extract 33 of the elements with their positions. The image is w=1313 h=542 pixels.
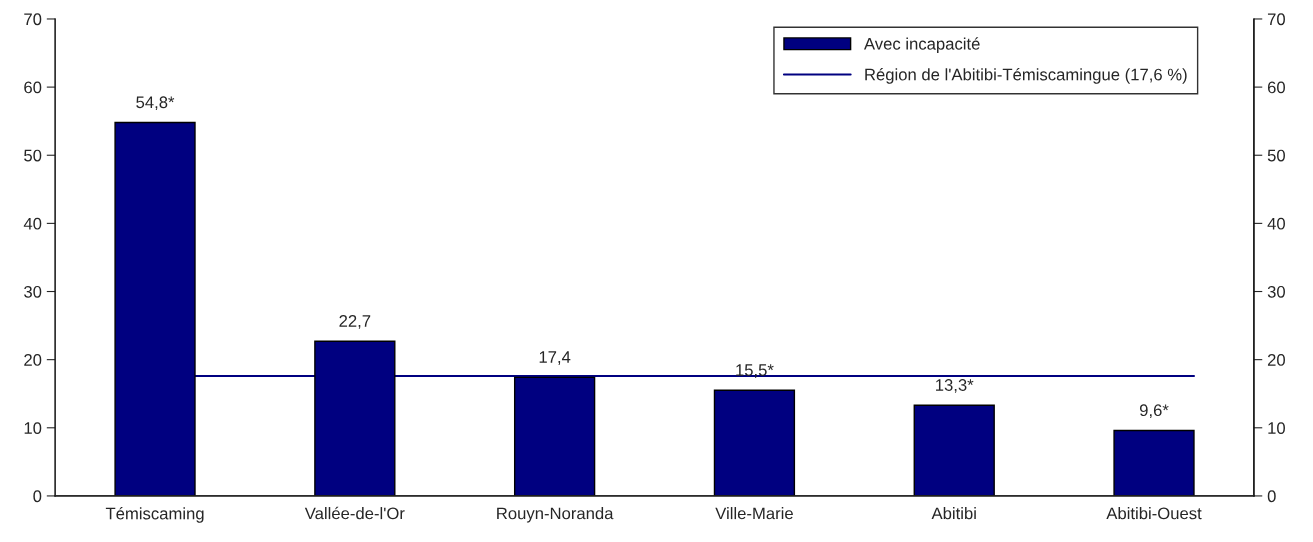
y2-tick-label: 0 <box>1267 490 1276 503</box>
x-tick-label: Témiscaming <box>105 507 204 523</box>
y-tick-label: 10 <box>24 422 42 434</box>
bar <box>1113 429 1195 496</box>
y2-tick-label: 20 <box>1267 354 1285 366</box>
bar <box>913 404 995 496</box>
data-label: 15,5* <box>736 364 774 378</box>
x-tick-label: Abitibi-Ouest <box>1106 507 1202 520</box>
y-tick-label: 60 <box>24 81 42 94</box>
data-label: 17,4 <box>539 351 571 365</box>
y-tick-label: 40 <box>23 217 42 230</box>
y-tick-label: 30 <box>24 285 42 298</box>
x-tick-label: Ville-Marie <box>715 507 793 520</box>
y2-tick-label: 60 <box>1267 81 1285 94</box>
y2-tick-label: 70 <box>1267 13 1285 26</box>
y2-tick-label: 50 <box>1267 149 1285 162</box>
x-tick-label: Vallée-de-l'Or <box>304 506 405 520</box>
y-tick-label: 70 <box>24 13 42 26</box>
y2-tick-label: 10 <box>1268 422 1285 434</box>
data-label: 13,3* <box>936 379 974 393</box>
legend-label: Avec incapacité <box>863 37 980 54</box>
y2-tick-label: 40 <box>1267 217 1285 230</box>
data-label: 9,6* <box>1139 404 1169 419</box>
y-tick-label: 20 <box>24 354 42 366</box>
data-label: 54,8* <box>136 96 175 111</box>
data-label: 22,7 <box>339 315 371 329</box>
y-tick-label: 0 <box>33 490 42 503</box>
x-tick-label: Rouyn-Noranda <box>497 507 614 523</box>
x-tick-label: Abitibi <box>931 507 976 520</box>
legend-label: Région de l'Abitibi-Témiscamingue (17,6 %) <box>865 68 1187 84</box>
y-tick-label: 50 <box>24 149 42 162</box>
y2-tick-label: 30 <box>1267 285 1285 298</box>
bar <box>713 389 796 496</box>
